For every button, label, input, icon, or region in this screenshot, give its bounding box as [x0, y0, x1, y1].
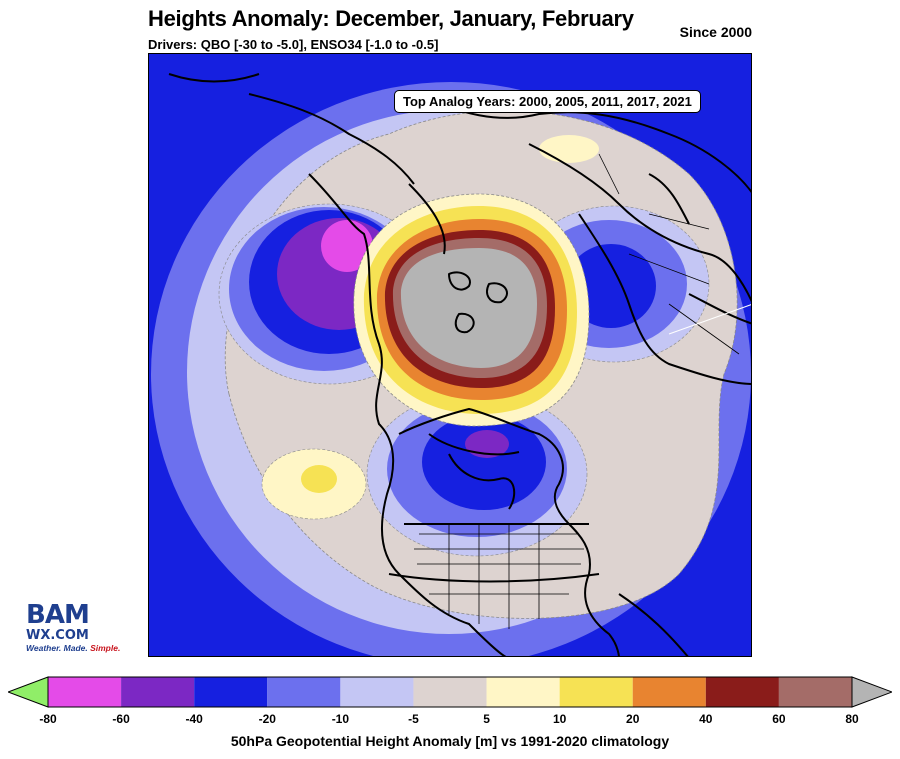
map-title: Heights Anomaly: December, January, Febr… [148, 6, 634, 31]
field-west-magenta [321, 220, 373, 272]
reference-line [668, 304, 751, 335]
logo-domain: WX.COM [26, 628, 89, 643]
colorbar-max-arrow [851, 676, 892, 708]
colorbar-segment [267, 677, 341, 707]
colorbar-tick-label: 20 [626, 712, 640, 726]
logo-mark: BAM [26, 602, 128, 628]
brand-logo: BAM WX.COM Weather. Made. Simple. [26, 602, 128, 654]
borders [414, 153, 740, 629]
colorbar-segment [705, 677, 779, 707]
colorbar-segment [194, 677, 268, 707]
colorbar-segment [559, 677, 633, 707]
analog-years-box: Top Analog Years: 2000, 2005, 2011, 2017… [394, 90, 701, 113]
colorbar-min-arrow [8, 676, 49, 708]
map-subtitle: Drivers: QBO [-30 to -5.0], ENSO34 [-1.0… [148, 37, 439, 52]
field-top-pale-yellow [539, 135, 599, 163]
colorbar-tick-label: -60 [112, 712, 130, 726]
logo-tag-a: Weather. Made. [26, 643, 91, 653]
since-label: Since 2000 [679, 24, 752, 40]
coastlines [168, 73, 751, 656]
colorbar-tick-label: -5 [408, 712, 419, 726]
colorbar-tick-label: -10 [331, 712, 350, 726]
logo-tag-b: Simple. [90, 643, 121, 653]
field-central-grey [400, 248, 537, 368]
anomaly-map [148, 53, 752, 657]
colorbar-segment [632, 677, 706, 707]
field-south-blue [422, 414, 546, 510]
colorbar-tick-label: 40 [699, 712, 713, 726]
colorbar-label: 50hPa Geopotential Height Anomaly [m] vs… [230, 733, 670, 749]
colorbar-tick-label: 80 [845, 712, 859, 726]
field-pacific-yellow [301, 465, 337, 493]
colorbar-tick-label: -40 [185, 712, 203, 726]
colorbar [8, 676, 892, 708]
colorbar-segment [486, 677, 560, 707]
colorbar-tick-label: -80 [39, 712, 57, 726]
colorbar-tick-label: -20 [258, 712, 276, 726]
colorbar-segment [778, 677, 852, 707]
colorbar-tick-label: 10 [552, 712, 567, 726]
colorbar-tick-label: 60 [772, 712, 786, 726]
colorbar-segment [48, 677, 122, 707]
colorbar-segment [121, 677, 195, 707]
colorbar-tick-label: 5 [483, 712, 490, 726]
map-canvas [149, 54, 751, 656]
colorbar-segment [413, 677, 487, 707]
field-south-purple [465, 430, 509, 458]
logo-tagline: Weather. Made. Simple. [26, 643, 128, 653]
logo-text: BAM [26, 600, 90, 630]
colorbar-segment [340, 677, 414, 707]
colorbar-frame [47, 676, 853, 708]
